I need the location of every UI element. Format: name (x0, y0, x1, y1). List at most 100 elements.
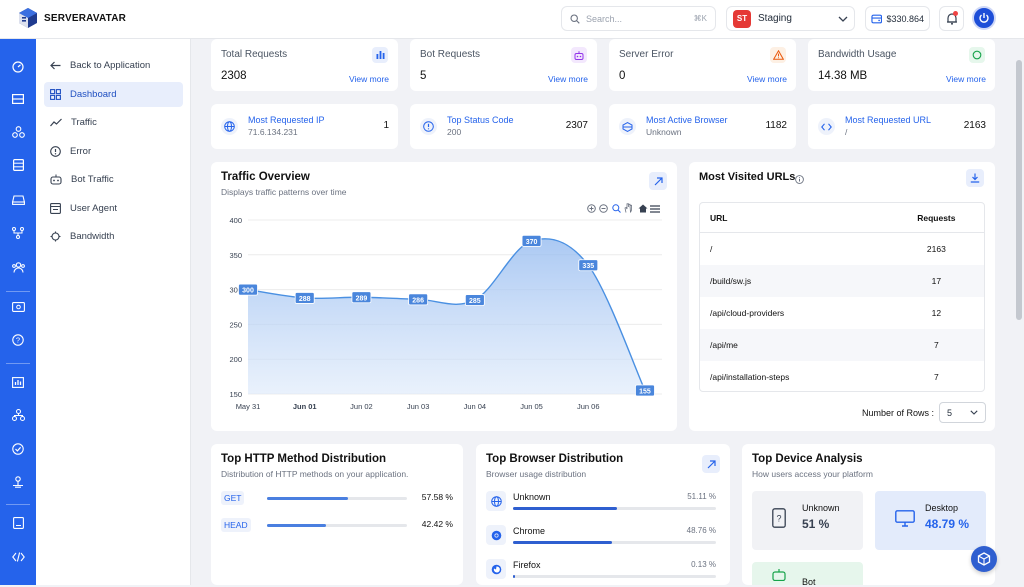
user-agent-icon (50, 203, 61, 214)
url-cell: /api/cloud-providers (710, 308, 785, 318)
rail-divider (6, 291, 30, 292)
requests-cell: 2163 (926, 244, 946, 254)
requests-cell: 7 (933, 372, 939, 382)
network-icon[interactable] (11, 226, 25, 240)
speedometer-icon[interactable] (11, 60, 25, 74)
browser-percent: 51.11 % (687, 492, 716, 501)
expand-browser-button[interactable] (702, 455, 720, 473)
notifications-button[interactable] (939, 6, 964, 31)
download-button[interactable] (966, 169, 984, 187)
sidebar-item-label: User Agent (70, 203, 117, 214)
sidebar-item-label: Bandwidth (70, 231, 115, 242)
docs-icon[interactable] (11, 516, 25, 530)
zoom-in-icon[interactable] (587, 204, 596, 213)
sidebar-item-bandwidth[interactable]: Bandwidth (44, 224, 183, 249)
expand-chart-button[interactable] (649, 172, 667, 190)
table-row[interactable]: /api/cloud-providers 12 (700, 297, 984, 329)
info-subtitle: 71.6.134.231 (248, 127, 298, 137)
sidebar-item-label: Dashboard (70, 89, 117, 100)
cluster-icon[interactable] (11, 125, 25, 139)
view-more-link[interactable]: View more (349, 74, 389, 84)
error-icon (50, 146, 61, 157)
sidebar-item-label: Bot Traffic (71, 174, 114, 185)
view-more-link[interactable]: View more (548, 74, 588, 84)
x-tick-label: Jun 01 (293, 402, 317, 411)
most-visited-urls-card: Most Visited URLs URL Requests / 2163 /bu… (689, 162, 995, 431)
environment-selector[interactable]: ST Staging (726, 6, 855, 31)
y-tick-label: 200 (229, 355, 242, 364)
download-icon (970, 173, 980, 183)
progress-fill (513, 507, 617, 510)
balance-button[interactable]: $330.864 (865, 6, 930, 31)
table-row[interactable]: /build/sw.js 17 (700, 265, 984, 297)
view-more-link[interactable]: View more (747, 74, 787, 84)
rows-per-page-select[interactable]: 5 (939, 402, 986, 423)
progress-track (267, 497, 407, 500)
notification-dot (953, 11, 958, 16)
traffic-area-chart[interactable]: 400 350 300 250 200 150 May 31 Jun 01 Jun 02 Jun … (211, 162, 677, 431)
analytics-subnav: Back to Application Dashboard Traffic Er… (36, 39, 191, 585)
brand-logo[interactable]: SERVERAVATAR (16, 6, 126, 30)
table-row[interactable]: /api/me 7 (700, 329, 984, 361)
deploy-icon[interactable] (11, 475, 25, 489)
chevron-down-icon (838, 16, 848, 22)
check-icon[interactable] (11, 442, 25, 456)
data-label-box (635, 384, 655, 397)
home-reset-icon[interactable] (638, 204, 648, 213)
info-title: Most Requested URL (845, 115, 932, 125)
http-subtitle: Distribution of HTTP methods on your app… (221, 469, 409, 479)
desktop-icon (895, 510, 915, 527)
help-chat-button[interactable] (971, 546, 997, 572)
x-tick-label: Jun 03 (407, 402, 430, 411)
page-scrollbar[interactable] (1016, 60, 1022, 320)
method-percent: 57.58 % (421, 492, 453, 502)
svg-text:?: ? (776, 514, 781, 524)
requests-cell: 12 (931, 308, 942, 318)
progress-fill (267, 524, 327, 527)
info-icon[interactable] (795, 175, 804, 184)
sitemap-icon[interactable] (11, 408, 25, 422)
team-icon[interactable] (11, 260, 25, 274)
method-tag: HEAD (221, 518, 251, 532)
table-row[interactable]: /api/installation-steps 7 (700, 361, 984, 391)
billing-icon[interactable] (11, 300, 25, 314)
http-method-card: Top HTTP Method Distribution Distributio… (211, 444, 463, 585)
pan-hand-icon[interactable] (624, 203, 633, 213)
analytics-icon[interactable] (11, 375, 25, 389)
search-input[interactable]: Search... ⌘K (561, 6, 716, 31)
account-power-button[interactable] (972, 6, 996, 30)
sidebar-item-traffic[interactable]: Traffic (44, 110, 183, 135)
server-list-icon[interactable] (11, 92, 25, 106)
help-icon[interactable]: ? (11, 333, 25, 347)
code-icon[interactable] (11, 550, 25, 564)
dashboard-icon (50, 89, 61, 100)
sidebar-item-error[interactable]: Error (44, 139, 183, 164)
bandwidth-icon (50, 231, 61, 242)
menu-icon[interactable] (650, 205, 660, 213)
browser-subtitle: Browser usage distribution (486, 469, 587, 479)
data-label-box (578, 259, 599, 272)
sidebar-item-user-agent[interactable]: User Agent (44, 196, 183, 221)
progress-fill (513, 541, 612, 544)
back-to-application-link[interactable]: Back to Application (44, 53, 183, 78)
progress-fill (513, 575, 515, 578)
traffic-subtitle: Displays traffic patterns over time (221, 187, 347, 197)
zoom-select-icon[interactable] (612, 204, 621, 213)
x-tick-label: May 31 (236, 402, 261, 411)
x-tick-label: Jun 06 (577, 402, 600, 411)
storage-icon[interactable] (11, 193, 25, 207)
database-icon[interactable] (11, 158, 25, 172)
stat-card-total-requests: Total Requests 2308 View more (211, 39, 398, 91)
table-row[interactable]: / 2163 (700, 233, 984, 265)
view-more-link[interactable]: View more (946, 74, 986, 84)
sidebar-item-bot-traffic[interactable]: Bot Traffic (44, 167, 183, 192)
chrome-icon (486, 525, 506, 545)
info-title: Most Requested IP (248, 115, 325, 125)
zoom-out-icon[interactable] (599, 204, 608, 213)
data-label-box (238, 283, 258, 296)
bar-chart-icon (372, 47, 388, 63)
data-label-box (521, 234, 542, 247)
data-label: 370 (526, 239, 538, 246)
x-tick-label: Jun 02 (350, 402, 373, 411)
sidebar-item-dashboard[interactable]: Dashboard (44, 82, 183, 107)
